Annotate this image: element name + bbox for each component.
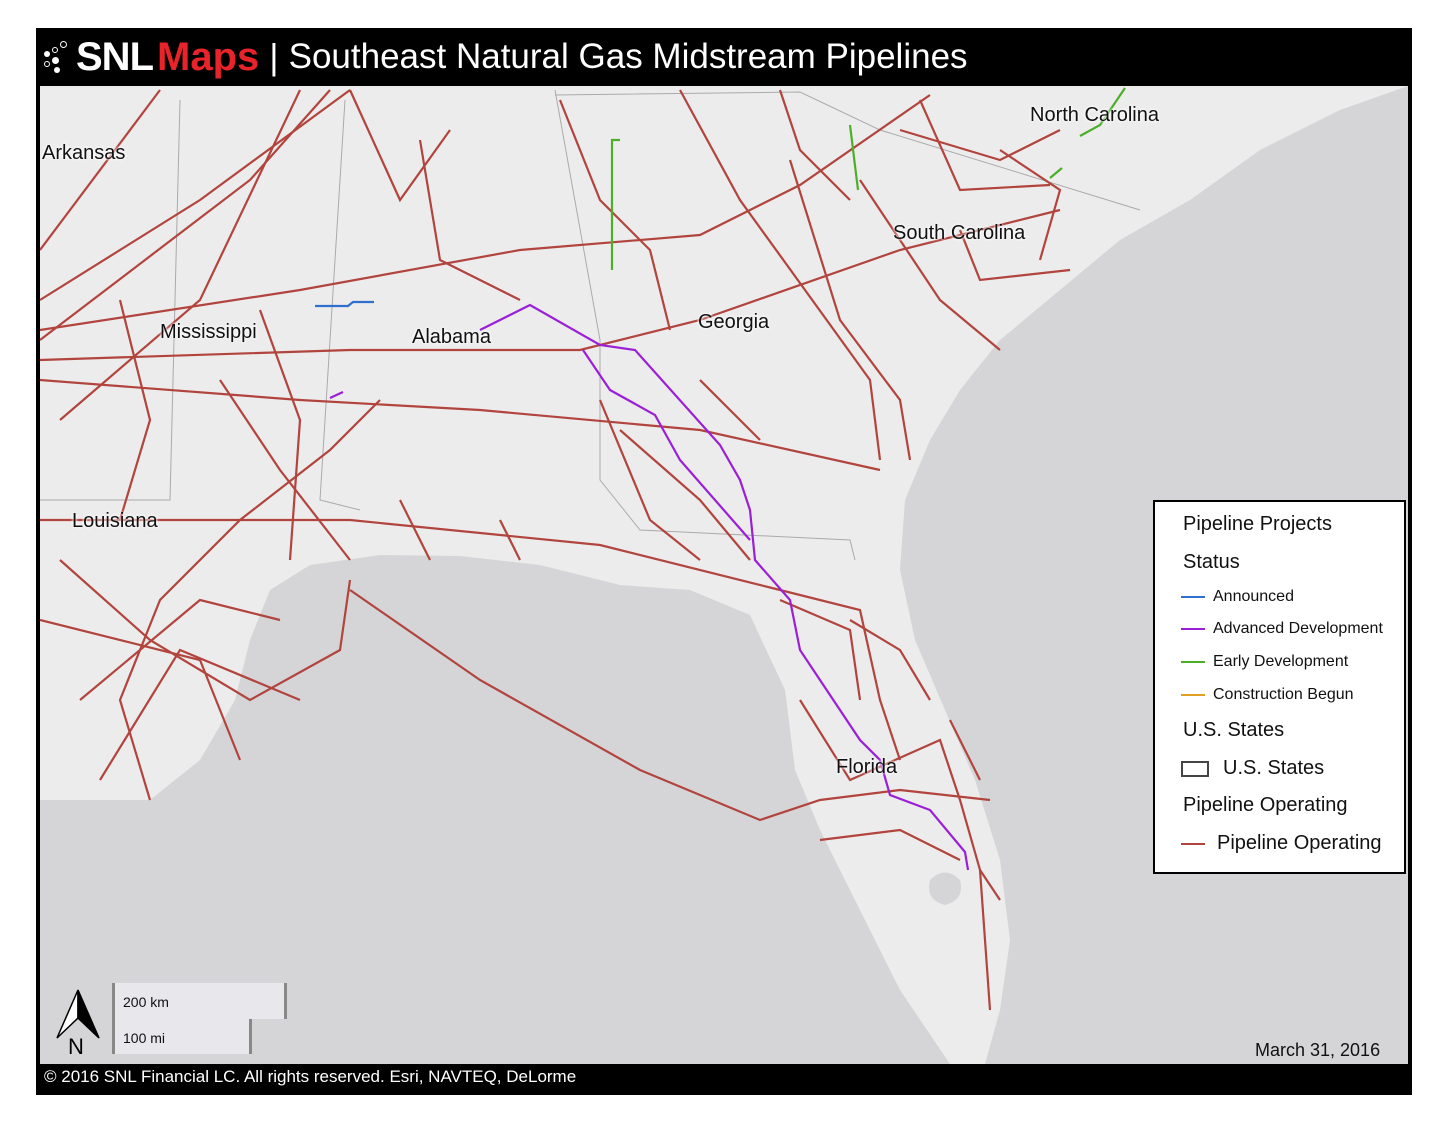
pipeline-operating-line (949, 719, 981, 781)
pipeline-operating-line (40, 378, 881, 472)
pipeline-operating-line (558, 99, 672, 331)
state-label-alabama: Alabama (412, 326, 491, 348)
pipeline-operating-line (40, 89, 351, 301)
pipeline-operating-line (499, 519, 521, 561)
pipeline-operating-line (679, 89, 882, 461)
pipelines-operating (40, 89, 1071, 1011)
legend-label: Announced (1213, 588, 1294, 605)
pipeline-operating-line (918, 99, 1051, 192)
pipeline-operating-line (40, 618, 242, 761)
state-borders (40, 89, 1141, 561)
pipeline-operating-line (399, 499, 431, 561)
legend-item-early-development: Early Development (1181, 653, 1348, 671)
copyright-footer: © 2016 SNL Financial LC. All rights rese… (44, 1067, 577, 1086)
legend-label: Early Development (1213, 653, 1349, 670)
legend-label: Construction Begun (1213, 686, 1354, 703)
pipelines-advanced-development (329, 303, 970, 871)
pipeline-operating-line (418, 139, 521, 301)
state-label-georgia: Georgia (698, 311, 770, 333)
legend-item-us-states: U.S. States (1181, 757, 1324, 780)
us-states-swatch (1181, 760, 1209, 777)
lake-okeechobee (929, 872, 961, 905)
pipeline-operating-line (59, 559, 352, 702)
early-development-swatch (1181, 661, 1205, 663)
legend-status-heading: Status (1183, 551, 1240, 573)
pipeline-operating-line (799, 699, 992, 1011)
pipeline-operating-line (619, 429, 751, 561)
pipeline-operating-line (40, 208, 1061, 362)
snl-logo-dots-icon (42, 37, 74, 77)
pipeline-operating-line (349, 589, 991, 822)
pipeline-operating-line (118, 299, 152, 521)
map-title: Southeast Natural Gas Midstream Pipeline… (288, 37, 968, 76)
legend-label: Advanced Development (1213, 620, 1383, 637)
title-bar: SNL Maps | Southeast Natural Gas Midstre… (36, 28, 1412, 86)
pipeline-operating-line (598, 399, 701, 561)
pipeline-operating-line (40, 94, 931, 332)
pipeline-operating-line (979, 869, 1001, 901)
state-label-mississippi: Mississippi (160, 321, 257, 343)
pipeline-operating-line (788, 159, 912, 461)
legend-operating-heading: Pipeline Operating (1183, 794, 1348, 816)
state-label-south-carolina: South Carolina (893, 222, 1026, 244)
brand-snl: SNL (76, 34, 154, 79)
state-label-louisiana: Louisiana (72, 510, 158, 532)
pipeline-operating-line (699, 379, 761, 441)
legend-title: Pipeline Projects (1183, 513, 1332, 535)
brand-maps: Maps (157, 34, 260, 79)
pipeline-operating-line (859, 179, 1001, 351)
pipeline-operating-line (40, 89, 331, 341)
construction-begun-swatch (1181, 694, 1205, 696)
pipeline-operating-line (348, 89, 451, 203)
legend-item-advanced-development: Advanced Development (1181, 620, 1383, 638)
pipelines-early-development (610, 87, 1126, 270)
state-label-north-carolina: North Carolina (1030, 104, 1159, 126)
pipeline-operating-line (59, 89, 301, 421)
pipeline-operating-swatch (1181, 842, 1205, 845)
scale-bar-km: 200 km (112, 983, 287, 1019)
advanced-development-swatch (1181, 628, 1205, 630)
pipeline-operating-line (219, 379, 351, 561)
legend-states-heading: U.S. States (1183, 719, 1285, 741)
pipeline-operating-line (958, 229, 1071, 282)
pipeline-operating-line (819, 828, 961, 861)
pipeline-operating-line (79, 598, 281, 701)
pipeline-operating-line (778, 89, 851, 201)
north-arrow-icon (56, 989, 100, 1039)
announced-swatch (1181, 596, 1205, 598)
state-label-arkansas: Arkansas (42, 142, 126, 164)
scale-bar-mi: 100 mi (112, 1019, 252, 1054)
pipeline-operating-line (40, 89, 161, 251)
pipeline-operating-line (999, 149, 1062, 261)
gulf-of-mexico (40, 555, 950, 1064)
legend-item-construction-begun: Construction Begun (1181, 686, 1354, 704)
pipelines-announced (315, 300, 374, 308)
legend-label: U.S. States (1223, 757, 1325, 779)
pipeline-operating-line (258, 309, 302, 561)
legend-item-pipeline-operating: Pipeline Operating (1181, 832, 1382, 855)
legend-item-announced: Announced (1181, 588, 1294, 606)
state-label-florida: Florida (836, 756, 898, 778)
title-separator: | (269, 36, 279, 77)
legend-label: Pipeline Operating (1217, 832, 1382, 854)
pipeline-operating-line (849, 619, 931, 701)
north-arrow: N (54, 988, 104, 1063)
pipeline-operating-line (779, 598, 862, 701)
north-label: N (68, 1034, 84, 1059)
pipeline-operating-line (118, 399, 381, 801)
legend: Pipeline Projects Status Announced Advan… (1153, 500, 1406, 874)
pipeline-operating-line (99, 648, 301, 781)
map-date: March 31, 2016 (1255, 1040, 1381, 1060)
pipeline-operating-line (899, 128, 1061, 162)
